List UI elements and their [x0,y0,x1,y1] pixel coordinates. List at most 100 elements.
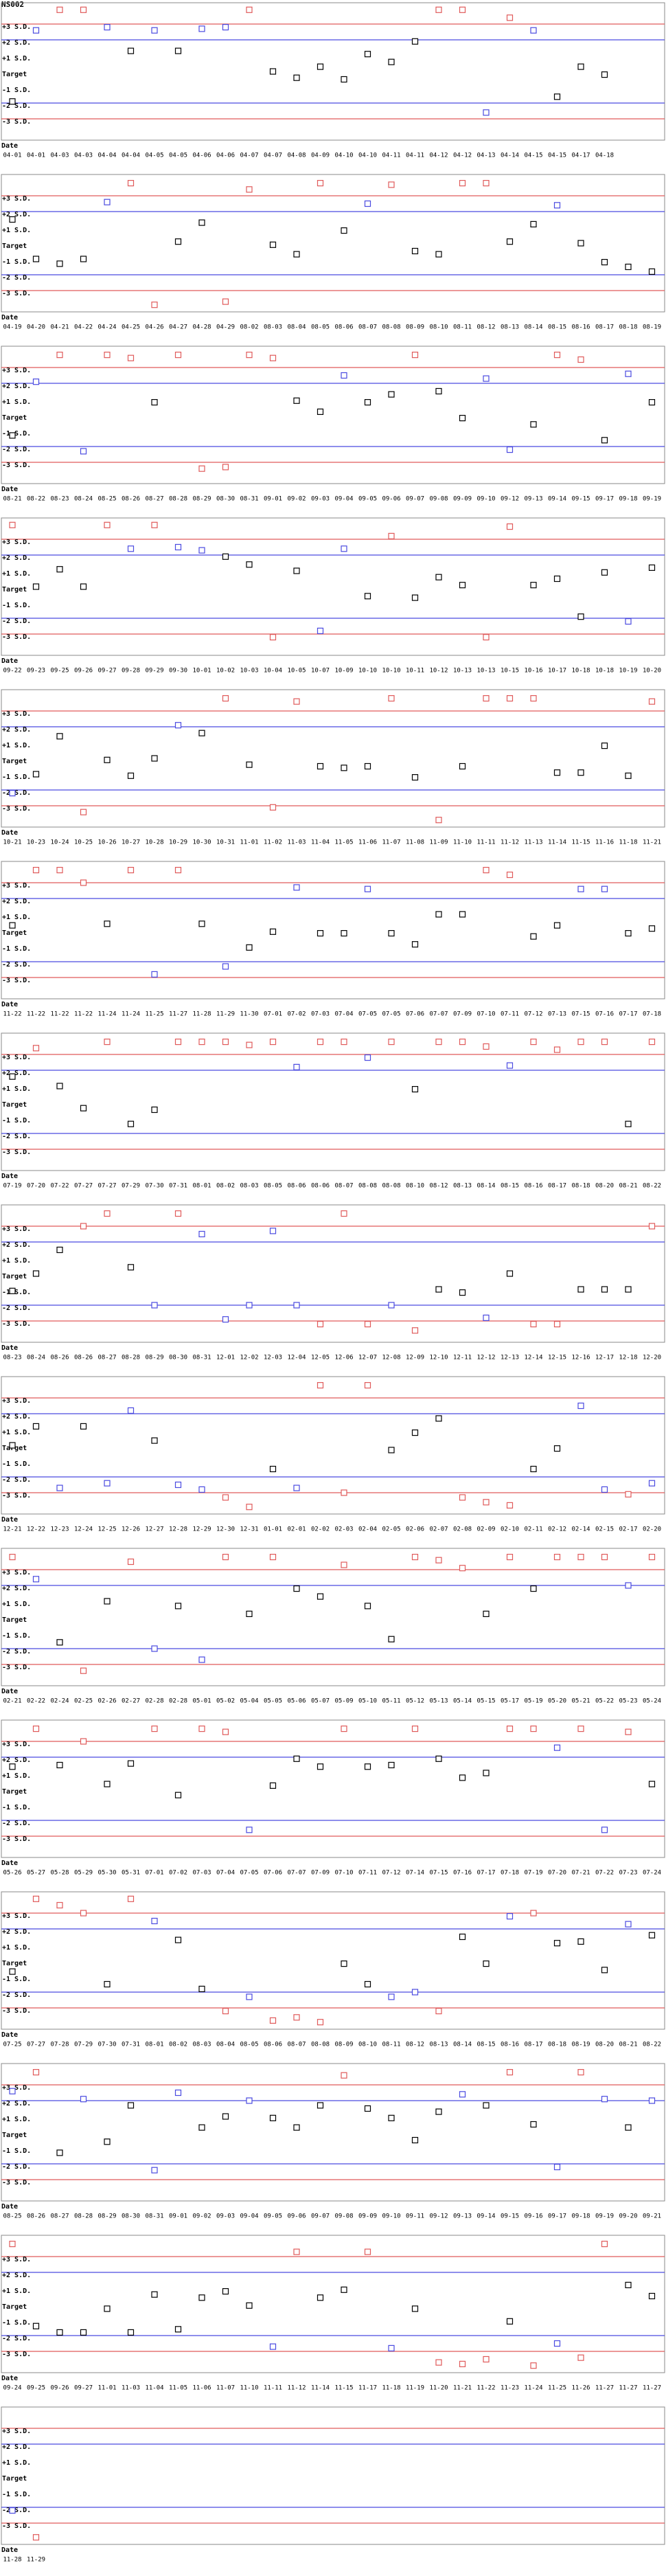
data-point [483,633,490,641]
data-point [530,2362,537,2369]
x-tick-label: 08-04 [216,2042,235,2048]
data-point [80,1223,87,1230]
x-tick-label: 10-01 [192,668,211,675]
x-tick-label: 08-28 [169,496,187,503]
data-point [341,1726,347,1732]
plot-frame [1,1719,665,1858]
x-tick-label: 08-26 [122,496,140,503]
y-tick-label: +3 S.D. [2,1397,31,1405]
data-point [269,2114,277,2121]
data-point [222,1728,229,1735]
x-tick-label: 02-10 [501,1526,519,1533]
data-point [222,464,229,471]
plot-frame [1,861,665,999]
x-tick-label: 07-29 [122,1183,140,1190]
x-tick-label: 07-21 [571,1870,590,1877]
data-point [174,1936,182,1943]
x-tick-label: 05-26 [3,1870,21,1877]
data-point [293,1755,300,1762]
x-tick-label: 04-13 [476,152,495,159]
x-tick-label: 08-18 [548,2042,566,2048]
x-tick-label: 08-07 [334,1183,353,1190]
data-point [317,1763,324,1770]
x-tick-label: 05-09 [334,1698,353,1705]
data-point [601,1038,608,1046]
y-tick-label: -1 S.D. [2,258,31,266]
x-tick-label: 09-02 [192,2213,211,2220]
x-tick-label: 02-20 [643,1526,661,1533]
data-point [435,1557,442,1563]
x-tick-label: 05-17 [501,1698,519,1705]
x-tick-label: 11-27 [169,1011,187,1018]
data-point [364,1763,371,1770]
x-tick-label: 04-19 [3,324,21,331]
x-tick-label: 09-20 [619,2213,637,2220]
x-tick-label: 09-14 [476,2213,495,2220]
x-tick-label: 04-11 [406,152,424,159]
x-tick-label: 09-12 [501,496,519,503]
y-tick-label: Target [2,2303,27,2311]
data-point [577,1286,584,1293]
x-tick-label: 09-26 [50,2385,69,2392]
data-point [648,2097,656,2104]
x-tick-label: 11-05 [334,839,353,846]
data-point [388,1636,395,1642]
x-tick-label: 08-06 [311,1183,330,1190]
data-point [151,2291,158,2298]
x-tick-label: 11-25 [145,1011,163,1018]
data-point [104,920,111,927]
x-axis-label: Date [1,1860,18,1867]
x-tick-label: 12-01 [216,1355,235,1362]
x-tick-label: 09-19 [643,496,661,503]
data-point [80,1105,87,1111]
y-tick-label: +3 S.D. [2,2256,31,2263]
data-point [246,1610,253,1617]
x-tick-label: 09-17 [595,496,614,503]
x-tick-label: 07-10 [476,1011,495,1018]
x-tick-label: 08-09 [406,324,424,331]
x-tick-label: 02-05 [382,1526,400,1533]
y-tick-label: +1 S.D. [2,2116,31,2123]
data-point [151,755,158,762]
x-tick-label: 04-04 [97,152,116,159]
x-tick-label: 08-17 [548,1183,566,1190]
y-tick-label: -3 S.D. [2,977,31,984]
x-tick-label: 07-22 [50,1183,69,1190]
x-axis-label: Date [1,2546,18,2554]
data-point [364,2105,371,2112]
data-point [553,351,561,359]
x-tick-label: 08-30 [216,496,235,503]
x-tick-label: 02-12 [548,1526,566,1533]
y-tick-label: +1 S.D. [2,2287,31,2295]
x-tick-label: 02-02 [311,1526,330,1533]
data-point [9,1554,16,1561]
y-tick-label: +2 S.D. [2,1070,31,1077]
x-tick-label: 09-06 [382,496,400,503]
y-tick-label: -3 S.D. [2,2179,31,2187]
data-point [388,2345,395,2351]
y-tick-label: +2 S.D. [2,2100,31,2108]
x-tick-label: 08-22 [27,496,45,503]
x-tick-label: 08-16 [501,2042,519,2048]
y-tick-label: -3 S.D. [2,290,31,297]
x-tick-label: 09-18 [619,496,637,503]
x-axis-label: Date [1,486,18,493]
data-point [341,2286,347,2293]
x-tick-label: 08-21 [3,496,21,503]
x-tick-label: 10-21 [3,839,21,846]
x-axis-label: Date [1,2203,18,2211]
x-tick-label: 04-05 [145,152,163,159]
x-tick-label: 12-16 [571,1355,590,1362]
x-tick-label: 11-20 [429,2385,448,2392]
data-point [198,2294,205,2301]
data-point [293,1302,300,1309]
data-point [483,694,490,702]
x-tick-label: 11-07 [382,839,400,846]
data-point [32,1270,40,1277]
x-tick-label: 05-07 [311,1698,330,1705]
x-tick-label: 11-11 [476,839,495,846]
data-point [56,1639,63,1646]
data-point [222,23,229,31]
data-point [32,2323,40,2329]
y-tick-label: +2 S.D. [2,1585,31,1592]
